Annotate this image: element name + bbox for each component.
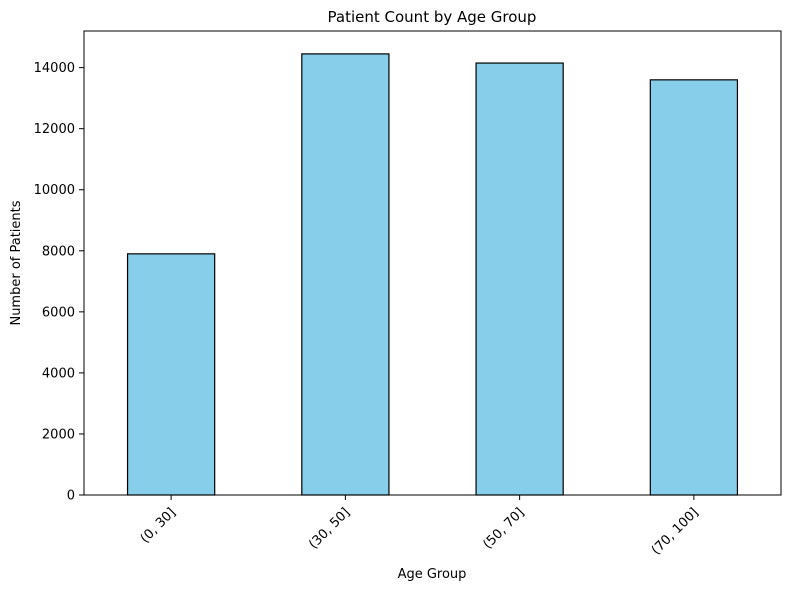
plot-area bbox=[83, 30, 782, 496]
bar-1 bbox=[301, 53, 390, 496]
chart-title: Patient Count by Age Group bbox=[328, 8, 537, 26]
bar-0 bbox=[126, 253, 216, 496]
x-tick-label-2: (50, 70] bbox=[480, 505, 527, 552]
y-tick-label-5: 10000 bbox=[34, 183, 75, 198]
x-tick-label-1: (30, 50] bbox=[306, 505, 353, 552]
x-tick-label-0: (0, 30] bbox=[138, 505, 179, 546]
y-tick-label-0: 0 bbox=[67, 489, 75, 504]
y-tick-label-1: 2000 bbox=[42, 427, 75, 442]
y-tick-label-2: 4000 bbox=[42, 366, 75, 381]
bar-2 bbox=[475, 62, 564, 496]
x-tick-label-3: (70, 100] bbox=[649, 505, 702, 558]
y-tick-label-4: 8000 bbox=[42, 244, 75, 259]
bar-3 bbox=[649, 79, 739, 496]
y-tick-label-3: 6000 bbox=[42, 305, 75, 320]
x-axis: (0, 30] (30, 50] (50, 70] (70, 100] bbox=[138, 495, 702, 558]
y-tick-label-7: 14000 bbox=[34, 61, 75, 76]
y-axis-label: Number of Patients bbox=[9, 200, 24, 325]
y-tick-label-6: 12000 bbox=[34, 122, 75, 137]
x-axis-label: Age Group bbox=[398, 567, 467, 582]
y-axis: 0 2000 4000 6000 8000 10000 12000 14000 bbox=[34, 61, 84, 504]
plot-frame bbox=[83, 30, 782, 496]
